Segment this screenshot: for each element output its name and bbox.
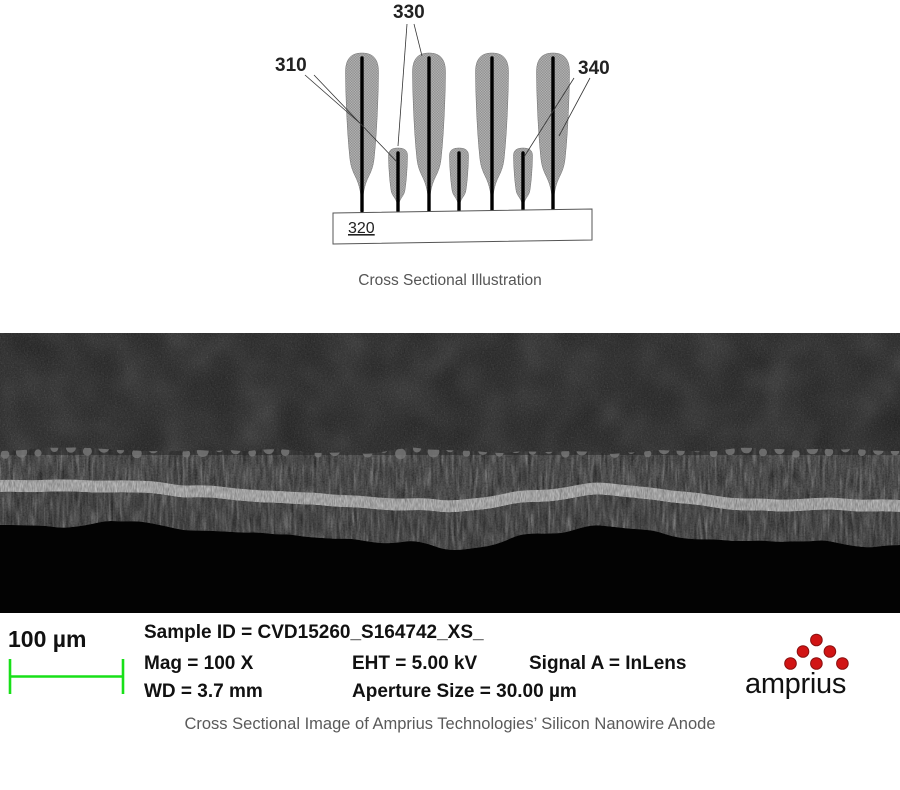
svg-text:amprius: amprius	[745, 668, 846, 700]
svg-text:Signal A = InLens: Signal A = InLens	[529, 653, 686, 674]
svg-text:320: 320	[348, 220, 375, 237]
svg-text:340: 340	[578, 58, 610, 79]
svg-text:330: 330	[393, 2, 425, 23]
svg-text:Mag = 100 X: Mag = 100 X	[144, 653, 254, 674]
svg-text:310: 310	[275, 55, 307, 76]
svg-text:Aperture Size = 30.00 µm: Aperture Size = 30.00 µm	[352, 681, 577, 702]
svg-text:Sample ID = CVD15260_S164742_X: Sample ID = CVD15260_S164742_XS_	[144, 622, 484, 643]
svg-text:100 µm: 100 µm	[8, 626, 86, 652]
svg-text:WD = 3.7 mm: WD = 3.7 mm	[144, 681, 263, 702]
svg-text:Cross Sectional Illustration: Cross Sectional Illustration	[358, 272, 542, 289]
svg-text:EHT = 5.00 kV: EHT = 5.00 kV	[352, 653, 477, 674]
